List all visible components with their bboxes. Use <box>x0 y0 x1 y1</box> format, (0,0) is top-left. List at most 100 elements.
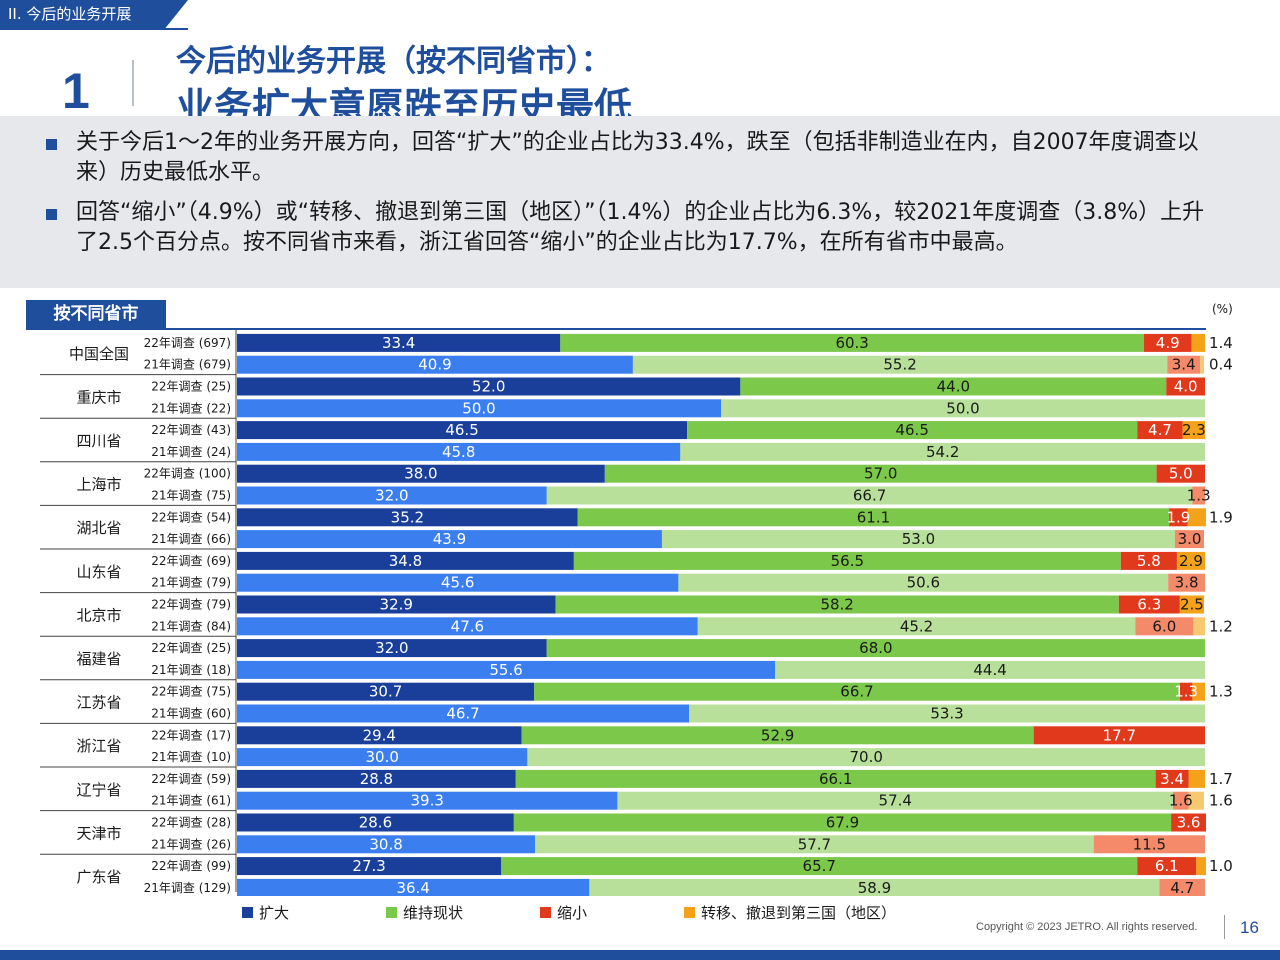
row-label: 22年调查 (28) <box>151 816 231 830</box>
data-label: 30.8 <box>369 835 402 853</box>
data-label: 4.7 <box>1170 879 1194 896</box>
data-label: 28.6 <box>359 814 392 832</box>
data-label: 52.9 <box>761 726 794 744</box>
data-label: 1.9 <box>1209 508 1233 526</box>
bar-segment <box>1169 508 1188 527</box>
summary-bullet-2: 回答“缩小”（4.9%）或“转移、撤退到第三国（地区）”（1.4%）的企业占比为… <box>46 198 1226 258</box>
row-label: 22年调查 (25) <box>151 641 231 655</box>
data-label: 65.7 <box>803 857 836 875</box>
bar-segment <box>237 857 502 876</box>
summary-box: 关于今后1～2年的业务开展方向，回答“扩大”的企业占比为33.4%，跌至（包括非… <box>0 116 1280 288</box>
bar-segment <box>237 813 514 832</box>
region-underline <box>26 328 1206 330</box>
bar-segment <box>237 639 547 658</box>
bar-segment <box>1179 595 1205 614</box>
bar-segment <box>237 399 721 418</box>
section-underline <box>0 28 188 30</box>
row-label: 21年调查 (10) <box>151 750 231 764</box>
bar-segment <box>577 508 1170 527</box>
bar-segment <box>617 791 1174 810</box>
data-label: 44.0 <box>937 378 970 396</box>
row-label: 21年调查 (679) <box>144 358 231 372</box>
data-label: 3.4 <box>1160 770 1184 788</box>
group-label: 上海市 <box>76 476 121 494</box>
group-label: 江苏省 <box>76 694 121 712</box>
data-label: 58.2 <box>820 596 853 614</box>
bar-segment <box>237 464 605 483</box>
summary-bullet-1: 关于今后1～2年的业务开展方向，回答“扩大”的企业占比为33.4%，跌至（包括非… <box>46 128 1226 188</box>
copyright-text: Copyright © 2023 JETRO. All rights reser… <box>976 921 1198 933</box>
bar-segment <box>1176 551 1205 570</box>
data-label: 68.0 <box>859 639 892 657</box>
footer-bar <box>0 950 1280 960</box>
bar-segment <box>1144 333 1192 352</box>
data-label: 4.0 <box>1174 378 1198 396</box>
page-title-line1: 今后的业务开展（按不同省市）： <box>176 44 611 79</box>
page-separator <box>1224 915 1225 939</box>
bar-segment <box>237 682 535 701</box>
data-label: 1.3 <box>1187 487 1211 505</box>
bar-segment <box>237 421 688 440</box>
bar-segment <box>1137 421 1183 440</box>
data-label: 30.0 <box>365 748 398 766</box>
row-label: 21年调查 (24) <box>151 445 231 459</box>
row-label: 22年调查 (25) <box>151 380 231 394</box>
bar-segment <box>237 660 776 679</box>
data-label: 61.1 <box>857 508 890 526</box>
bar-segment <box>237 704 690 723</box>
data-label: 1.3 <box>1209 683 1233 701</box>
legend-item-shrink: 缩小 <box>540 902 587 923</box>
data-label: 4.7 <box>1148 421 1172 439</box>
data-label: 57.0 <box>864 465 897 483</box>
bar-segment <box>237 791 618 810</box>
region-tab: 按不同省市 <box>26 300 166 328</box>
summary-text-1: 关于今后1～2年的业务开展方向，回答“扩大”的企业占比为33.4%，跌至（包括非… <box>76 130 1199 185</box>
data-label: 6.0 <box>1152 617 1176 635</box>
section-tab: II. 今后的业务开展 <box>0 0 188 28</box>
data-label: 66.7 <box>840 683 873 701</box>
data-label: 39.3 <box>411 792 444 810</box>
page-number: 16 <box>1240 918 1259 937</box>
bar-segment <box>237 442 681 461</box>
data-label: 50.0 <box>462 399 495 417</box>
group-label: 福建省 <box>76 650 121 668</box>
data-label: 46.5 <box>895 421 928 439</box>
bar-segment <box>687 421 1138 440</box>
bar-segment <box>515 769 1156 788</box>
data-label: 46.7 <box>446 705 479 723</box>
data-label: 32.9 <box>380 596 413 614</box>
bar-segment <box>555 595 1119 614</box>
bar-segment <box>1182 421 1205 440</box>
bar-segment <box>237 878 590 896</box>
bar-segment <box>527 748 1205 767</box>
data-label: 35.2 <box>391 508 424 526</box>
legend-item-expand: 扩大 <box>242 902 289 923</box>
data-label: 1.7 <box>1209 770 1233 788</box>
bar-segment <box>237 530 662 549</box>
data-label: 2.5 <box>1180 596 1204 614</box>
bar-segment <box>1166 377 1205 396</box>
bar-segment <box>589 878 1160 896</box>
data-label: 1.6 <box>1169 792 1193 810</box>
bar-segment <box>1120 551 1177 570</box>
data-label: 3.6 <box>1177 814 1201 832</box>
data-label: 56.5 <box>831 552 864 570</box>
data-label: 66.7 <box>853 487 886 505</box>
data-label: 5.0 <box>1169 465 1193 483</box>
bar-segment <box>1179 682 1193 701</box>
group-label: 广东省 <box>76 868 121 886</box>
legend-swatch <box>540 907 551 918</box>
bar-segment <box>237 333 561 352</box>
data-label: 50.0 <box>946 399 979 417</box>
group-label: 四川省 <box>76 432 121 450</box>
bar-segment <box>1187 508 1206 527</box>
row-label: 22年调查 (43) <box>151 423 231 437</box>
bullet-square-icon <box>46 209 57 220</box>
data-label: 45.8 <box>442 443 475 461</box>
data-label: 1.2 <box>1209 617 1233 635</box>
bullet-square-icon <box>46 139 57 150</box>
legend-item-keep: 维持现状 <box>386 902 463 923</box>
bar-segment <box>237 355 633 374</box>
bar-segment <box>632 355 1168 374</box>
row-label: 21年调查 (18) <box>151 663 231 677</box>
